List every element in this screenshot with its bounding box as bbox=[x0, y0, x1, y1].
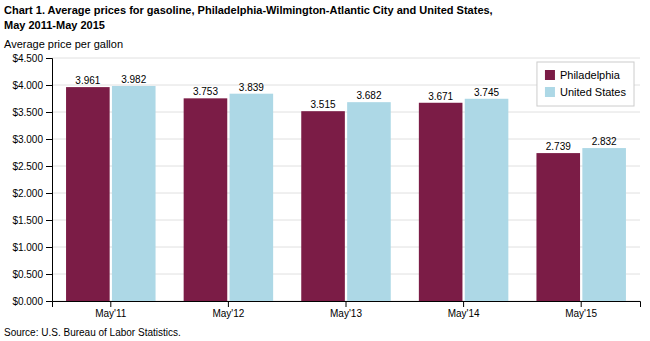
bar bbox=[184, 98, 228, 301]
y-tick: $1.000 bbox=[12, 242, 52, 253]
grid bbox=[52, 58, 640, 301]
data-label: 3.961 bbox=[75, 75, 100, 86]
bar bbox=[301, 111, 345, 301]
bar bbox=[582, 148, 626, 301]
y-axis-label: Average price per gallon bbox=[4, 38, 123, 50]
x-tick: May'13 bbox=[330, 301, 362, 319]
bar bbox=[112, 86, 156, 301]
bar bbox=[347, 102, 391, 301]
data-label: 3.671 bbox=[428, 91, 453, 102]
data-labels: 3.961 3.753 3.515 3.671 2.739 3.982 3.839 3.682… bbox=[75, 74, 617, 152]
y-tick: $3.000 bbox=[12, 134, 52, 145]
x-tick-label: May'15 bbox=[565, 308, 597, 319]
y-tick-mark bbox=[46, 247, 52, 248]
bars bbox=[66, 86, 626, 301]
bar bbox=[419, 103, 463, 301]
x-tick-mark bbox=[581, 301, 582, 307]
y-tick-label: $1.500 bbox=[12, 215, 43, 226]
x-axis-line bbox=[53, 302, 641, 308]
y-tick-label: $0.000 bbox=[12, 296, 43, 307]
x-tick: May'15 bbox=[565, 301, 597, 319]
legend-item: United States bbox=[545, 86, 627, 98]
y-tick: $1.500 bbox=[12, 215, 52, 226]
x-tick-label: May'14 bbox=[448, 308, 480, 319]
data-label: 3.839 bbox=[239, 82, 264, 93]
x-tick-mark bbox=[346, 301, 347, 307]
y-tick-mark bbox=[46, 274, 52, 275]
x-tick-mark bbox=[228, 301, 229, 307]
x-tick-mark bbox=[110, 301, 111, 307]
data-label: 3.682 bbox=[356, 90, 381, 101]
data-label: 3.982 bbox=[121, 74, 146, 85]
bar bbox=[230, 94, 274, 301]
y-tick: $2.500 bbox=[12, 161, 52, 172]
legend-label: United States bbox=[560, 86, 627, 98]
chart: Chart 1. Average prices for gasoline, Ph… bbox=[0, 0, 650, 341]
bar bbox=[536, 153, 580, 301]
y-tick-label: $2.500 bbox=[12, 161, 43, 172]
plot: 3.961 3.753 3.515 3.671 2.739 3.982 3.839 3.682… bbox=[12, 53, 640, 319]
y-tick: $0.500 bbox=[12, 269, 52, 280]
bar bbox=[66, 87, 110, 301]
data-label: 2.832 bbox=[592, 136, 617, 147]
y-tick-label: $3.500 bbox=[12, 107, 43, 118]
legend-box bbox=[537, 62, 634, 106]
legend-swatch bbox=[545, 70, 555, 80]
y-tick: $2.000 bbox=[12, 188, 52, 199]
data-label: 3.515 bbox=[311, 99, 336, 110]
y-tick-label: $1.000 bbox=[12, 242, 43, 253]
x-tick-label: May'11 bbox=[95, 308, 127, 319]
subtitle: May 2011-May 2015 bbox=[4, 19, 105, 31]
y-tick-label: $4.000 bbox=[12, 80, 43, 91]
y-tick: $4.000 bbox=[12, 80, 52, 91]
legend-swatch bbox=[545, 87, 555, 97]
y-tick-label: $0.500 bbox=[12, 269, 43, 280]
data-label: 2.739 bbox=[546, 141, 571, 152]
y-tick-mark bbox=[46, 301, 52, 302]
y-tick-label: $2.000 bbox=[12, 188, 43, 199]
y-tick-mark bbox=[46, 139, 52, 140]
y-axis-line bbox=[46, 59, 53, 302]
x-axis: May'11 May'12 May'13 May'14 May'15 bbox=[53, 301, 641, 319]
data-label: 3.745 bbox=[474, 87, 499, 98]
x-tick-label: May'12 bbox=[212, 308, 244, 319]
annotation: Source: U.S. Bureau of Labor Statistics. bbox=[4, 327, 181, 338]
x-tick-mark bbox=[463, 301, 464, 307]
bar bbox=[465, 99, 509, 301]
y-tick: $4.500 bbox=[12, 53, 52, 64]
y-tick: $3.500 bbox=[12, 107, 52, 118]
y-tick-mark bbox=[46, 166, 52, 167]
legend: Philadelphia United States bbox=[537, 62, 634, 106]
y-tick-mark bbox=[46, 193, 52, 194]
y-tick-label: $4.500 bbox=[12, 53, 43, 64]
data-label: 3.753 bbox=[193, 86, 218, 97]
x-tick: May'12 bbox=[212, 301, 244, 319]
legend-label: Philadelphia bbox=[560, 69, 621, 81]
title: Chart 1. Average prices for gasoline, Ph… bbox=[4, 4, 493, 16]
x-tick: May'11 bbox=[95, 301, 127, 319]
legend-item: Philadelphia bbox=[545, 69, 621, 81]
y-tick-mark bbox=[46, 58, 52, 59]
x-tick-label: May'13 bbox=[330, 308, 362, 319]
y-tick: $0.000 bbox=[12, 296, 52, 307]
y-tick-mark bbox=[46, 220, 52, 221]
y-tick-mark bbox=[46, 112, 52, 113]
y-tick-label: $3.000 bbox=[12, 134, 43, 145]
x-tick: May'14 bbox=[448, 301, 480, 319]
y-axis: $0.000 $0.500 $1.000 $1.500 $2.000 $2.500 $3.0… bbox=[12, 53, 52, 307]
y-tick-mark bbox=[46, 85, 52, 86]
grid-line bbox=[52, 58, 640, 59]
